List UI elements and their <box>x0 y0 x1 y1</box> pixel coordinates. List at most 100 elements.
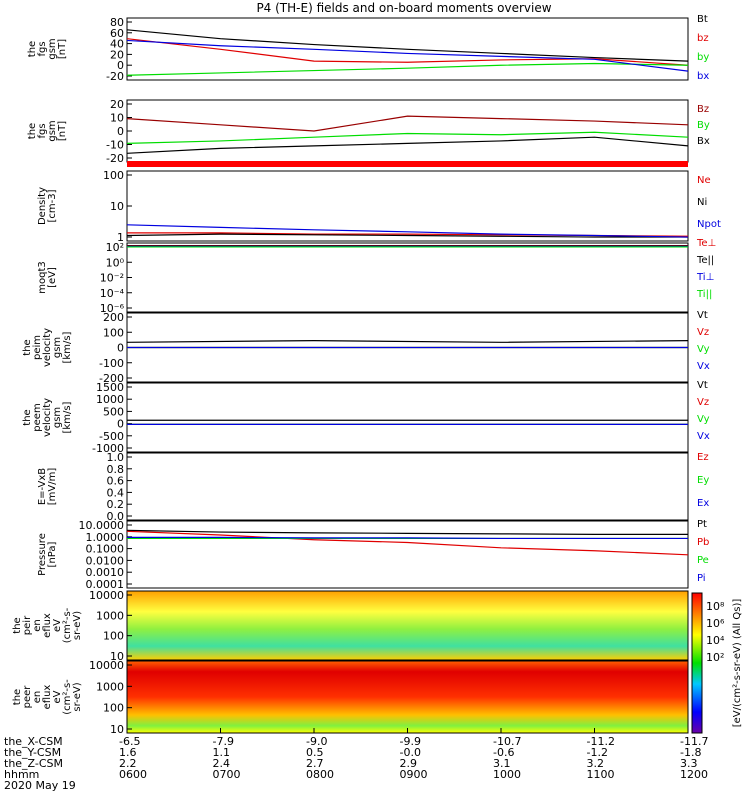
y-tick-label: 200 <box>103 311 124 324</box>
y-tick-label: 10 <box>110 200 124 213</box>
colorbar-tick-label: 10² <box>706 651 724 664</box>
legend-vt: Vt <box>697 310 708 321</box>
y-axis-label: the <box>27 123 38 139</box>
y-axis-label: moqt3 <box>37 261 48 294</box>
y-tick-label: 10 <box>110 112 124 125</box>
colorbar-tick-label: 10⁴ <box>706 634 725 647</box>
legend-ti||: Ti|| <box>696 289 712 300</box>
bottom-value-x_csm: -10.7 <box>493 735 521 748</box>
y-tick-label: 500 <box>103 405 124 418</box>
y-axis-label: (cm²-s- <box>62 679 73 715</box>
bottom-value-hhmm: 0900 <box>400 768 428 781</box>
series-line-pi <box>127 536 688 540</box>
spectrogram-image <box>127 591 688 660</box>
y-tick-label: 0 <box>117 418 124 431</box>
legend-pi: Pi <box>697 573 706 584</box>
status-bar <box>127 161 688 167</box>
y-axis-label: the <box>12 617 23 633</box>
y-axis-label: eflux <box>42 685 53 710</box>
y-tick-label: 1.0 <box>107 451 125 464</box>
y-axis-label: eV <box>52 619 63 632</box>
y-axis-label: velocity <box>42 328 53 367</box>
panel-density: 100 10 1 Density [cm-3] Ne Ni Npot <box>37 169 721 244</box>
legend-ne: Ne <box>697 175 711 186</box>
bottom-value-z_csm: 2.4 <box>213 757 231 770</box>
bottom-value-x_csm: -7.9 <box>213 735 234 748</box>
y-axis-label: Pressure <box>37 533 48 576</box>
legend-bt: Bt <box>697 14 708 25</box>
colorbar-tick-label: 10⁸ <box>706 600 725 613</box>
y-axis-label: [nT] <box>57 39 68 59</box>
series-line-vt <box>126 339 689 343</box>
plot-frame <box>126 242 689 313</box>
series-line-bz <box>126 38 689 66</box>
series-line-bt <box>126 29 689 62</box>
bottom-value-x_csm: -9.9 <box>400 735 421 748</box>
y-tick-label: -20 <box>106 70 124 83</box>
y-axis-label: eflux <box>42 613 53 638</box>
y-tick-label: 10.0000 <box>79 519 125 532</box>
y-tick-label: 10 <box>110 650 124 663</box>
y-axis-label: (cm²-s- <box>62 607 73 643</box>
y-tick-label: 1.0000 <box>86 531 125 544</box>
y-tick-label: 1 <box>117 231 124 244</box>
y-tick-label: 0.0100 <box>86 554 125 567</box>
y-axis-label: the <box>22 409 33 425</box>
y-axis-label: [mV/m] <box>47 468 58 506</box>
y-axis-label: [cm-3] <box>47 189 58 222</box>
legend-vz: Vz <box>697 327 709 338</box>
series-line-bx <box>126 136 689 154</box>
plot-frame <box>126 520 689 589</box>
legend-te||: Te|| <box>696 255 714 266</box>
bottom-value-hhmm: 0700 <box>213 768 241 781</box>
y-tick-label: 0 <box>117 59 124 72</box>
y-tick-label: -10 <box>106 139 124 152</box>
spectrogram-image <box>127 661 688 733</box>
y-axis-label: gsm <box>52 337 63 358</box>
y-axis-label: fgs <box>37 41 48 56</box>
y-axis-label: gsm <box>47 120 58 141</box>
bottom-value-y_csm: 1.6 <box>119 746 137 759</box>
plot-frame <box>126 99 689 163</box>
legend-vz: Vz <box>697 397 709 408</box>
y-tick-label: 0.6 <box>107 475 125 488</box>
series-line-by <box>126 131 689 144</box>
y-tick-label: 0.2 <box>107 498 125 511</box>
colorbar: 10⁸ 10⁶ 10⁴ 10² [eV/(cm²-s-sr-eV) (All Qs)] <box>691 592 743 734</box>
plot-frame <box>126 382 689 453</box>
y-axis-label: [eV] <box>47 267 58 288</box>
bottom-value-z_csm: 2.2 <box>119 757 137 770</box>
y-tick-label: 1000 <box>96 680 124 693</box>
y-axis-label: [km/s] <box>62 401 73 433</box>
legend-bx: Bx <box>697 136 710 147</box>
series-line-ni <box>126 233 688 238</box>
legend-by: by <box>697 52 709 63</box>
legend-vy: Vy <box>697 414 710 425</box>
y-axis-label: E=-VxB <box>37 468 48 505</box>
y-tick-label: 100 <box>103 169 124 182</box>
panel-efield: 1.00.80.60.40.20.0 E=-VxB [mV/m] Ez Ey Ex <box>37 451 709 523</box>
bottom-value-hhmm: 0800 <box>306 768 334 781</box>
legend-ez: Ez <box>697 452 709 463</box>
legend-ex: Ex <box>697 498 709 509</box>
y-tick-label: -500 <box>99 430 124 443</box>
y-tick-label: 10⁰ <box>106 256 125 269</box>
legend-ey: Ey <box>697 475 709 486</box>
y-axis-label: en <box>32 619 43 632</box>
panel-temperature: 10² 10⁰ 10⁻² 10⁻⁴ 10⁻⁶ moqt3 [eV] Te⊥ Te|| Ti⊥ Ti|… <box>37 238 716 315</box>
chart-title: P4 (TH-E) fields and on-board moments ov… <box>256 1 551 15</box>
bottom-value-y_csm: -1.8 <box>680 746 701 759</box>
y-axis-label: the <box>22 339 33 355</box>
y-tick-label: 10⁻⁶ <box>100 302 125 315</box>
bottom-value-y_csm: -0.0 <box>400 746 421 759</box>
series-line-bx <box>126 39 689 72</box>
bottom-value-y_csm: -1.2 <box>587 746 608 759</box>
y-tick-label: 0.0 <box>107 510 125 523</box>
y-tick-label: 0.8 <box>107 463 125 476</box>
y-tick-label: 20 <box>110 98 124 111</box>
legend-by: By <box>697 120 710 131</box>
y-tick-label: 1500 <box>96 381 124 394</box>
